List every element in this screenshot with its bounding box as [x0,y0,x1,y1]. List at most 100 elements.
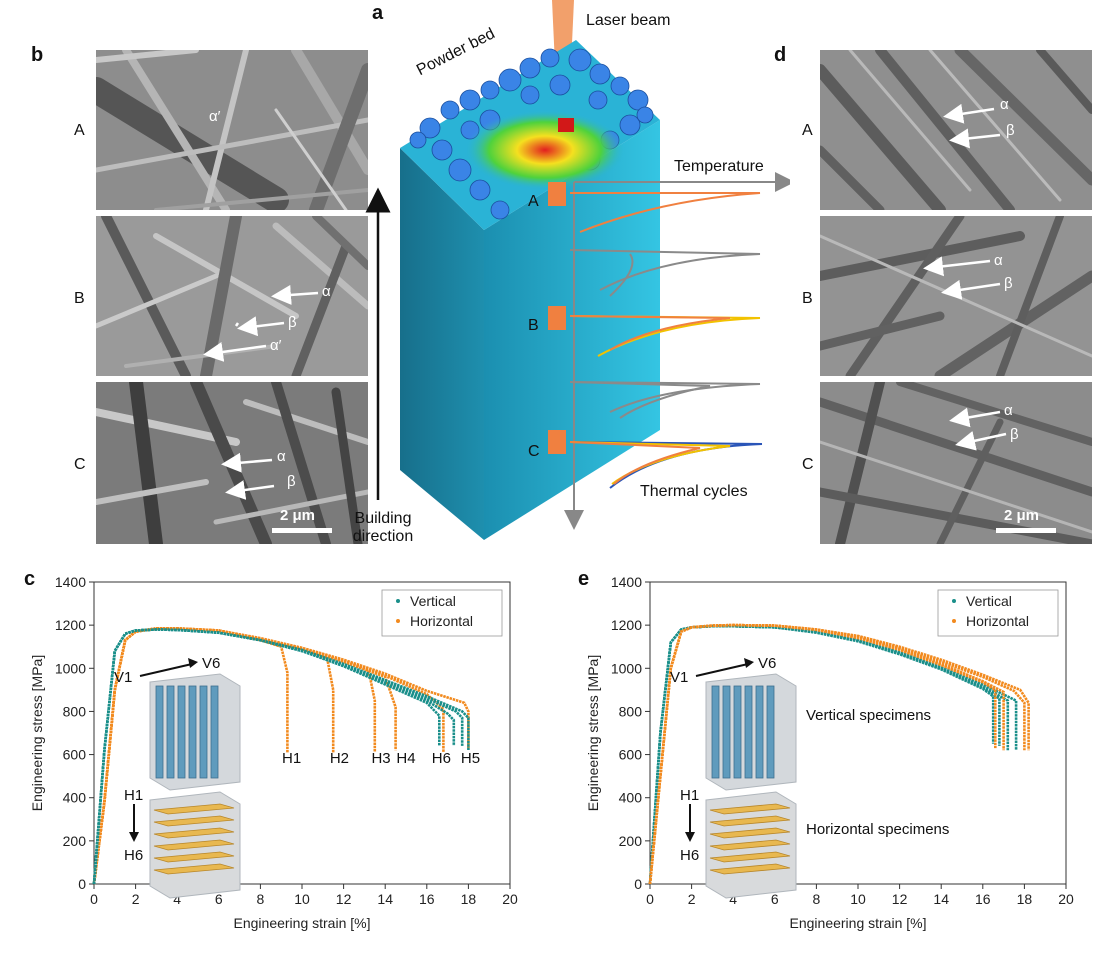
series-line-vertical [92,628,470,885]
arrow-b-b-alpha [271,284,319,305]
arrow-h1-h6-head [685,832,695,842]
thermal-cycle-curves [569,192,763,489]
inset-vertical-bar [188,685,197,779]
inset-vertical-specimens [705,673,797,791]
point-label-a: A [528,193,539,210]
legend-box [381,589,503,637]
panel-d-row-label-b: B [802,290,813,307]
legend-marker-vertical [952,599,956,603]
inset-horizontal-plate [709,851,791,863]
inset-horizontal-plate [153,827,235,839]
annotation-b-c-beta: β [287,473,296,490]
inset-horizontal-plate [153,863,235,875]
x-tick-label: 16 [419,891,435,907]
x-tick-label: 2 [688,891,696,907]
legend-marker-vertical [396,599,400,603]
micrograph-b-b-texture [96,216,368,376]
fracture-label: H1 [282,750,301,767]
legend-marker-horizontal [952,619,956,623]
scale-bar-label-b: 2 μm [280,507,316,524]
arrow-d-b-beta [941,279,1001,300]
inset-horizontal-plate [153,815,235,827]
x-tick-label: 12 [892,891,908,907]
micrograph-d-c [820,382,1092,544]
point-label-c: C [528,443,540,460]
y-tick-label: 600 [619,747,643,763]
panel-letter-b: b [31,44,44,66]
x-tick-label: 10 [850,891,866,907]
x-tick-label: 0 [90,891,98,907]
legend: Vertical Horizontal [381,589,503,637]
panel-a-diagram [365,0,790,540]
arrow-d-a-alpha [943,103,995,124]
inset-arrows: V1 V6 H1 H6 [114,655,220,864]
annotation-d-a-beta: β [1006,122,1015,139]
arrow-d-a-beta [949,128,1001,149]
inset-vertical-bar [210,685,219,779]
fracture-label: H6 [432,750,451,767]
y-tick-label: 800 [63,703,87,719]
arrow-v1-v6 [695,663,749,677]
micrograph-d-c-arrows [949,407,1056,533]
x-tick-label: 0 [646,891,654,907]
inset-vertical-bar [722,685,731,779]
legend-entry-vertical: Vertical [410,593,456,609]
cycle-gray-2 [569,381,761,413]
inset-vertical-bar [155,685,164,779]
legend: Vertical Horizontal [937,589,1059,637]
x-tick-label: 20 [1058,891,1074,907]
series-line-horizontal [648,623,997,885]
arrow-b-b-alphaprime [203,342,267,362]
arrow-b-b-beta-tail [234,322,240,327]
point-label-b: B [528,317,539,334]
fracture-label: H3 [371,750,390,767]
annotation-d-c-alpha: α [1004,402,1013,419]
inset-horizontal-plate [709,839,791,851]
fracture-label: H2 [330,750,349,767]
label-building-direction-line2: direction [352,528,414,545]
label-building-direction: Building direction [343,510,423,546]
fracture-label: H4 [396,750,415,767]
annotation-d-b-beta: β [1004,275,1013,292]
inset-arrows: V1 V6 H1 H6 [670,655,776,864]
micrograph-d-a-texture [820,50,1092,210]
scale-bar-label-d: 2 μm [1004,507,1040,524]
panel-b-row-label-a: A [74,122,85,139]
annotation-b-c-alpha: α [277,448,286,465]
block-side-face [400,148,484,540]
scale-bar-b [272,528,332,533]
series-line-vertical [92,628,464,885]
micrograph-d-b [820,216,1092,376]
inset-label-v1: V1 [114,669,132,686]
arrow-h1-h6-head [129,832,139,842]
annotation-d-b-alpha: α [994,252,1003,269]
inset-horizontal-specimens [149,791,241,899]
arrow-v1-v6-head [744,658,754,668]
series-line-vertical [648,624,995,885]
inset-vertical-bar [166,685,175,779]
x-tick-label: 8 [813,891,821,907]
panel-d-row-label-c: C [802,456,814,473]
panel-b-row-label-b: B [74,290,85,307]
arrow-d-c-alpha [949,407,1001,428]
micrograph-b-a [96,50,368,210]
inset-vertical-bar [177,685,186,779]
panel-letter-d: d [774,44,787,66]
inset-vertical-bar [766,685,775,779]
panel-letter-e: e [578,568,590,590]
x-tick-label: 18 [461,891,477,907]
laser-spot [558,118,574,132]
x-axis-label: Engineering strain [%] [234,915,371,931]
annotation-b-b-alphaprime: α′ [270,337,282,354]
x-tick-label: 8 [257,891,265,907]
sample-point-b [548,306,566,330]
y-tick-label: 1200 [55,617,86,633]
inset-label-v6: V6 [202,655,220,672]
y-tick-label: 200 [63,833,87,849]
x-tick-label: 6 [771,891,779,907]
x-tick-label: 14 [377,891,393,907]
x-tick-label: 6 [215,891,223,907]
label-thermal-cycles: Thermal cycles [640,483,748,500]
y-axis-label: Engineering stress [MPa] [585,655,601,811]
micrograph-b-a-texture [96,50,368,210]
